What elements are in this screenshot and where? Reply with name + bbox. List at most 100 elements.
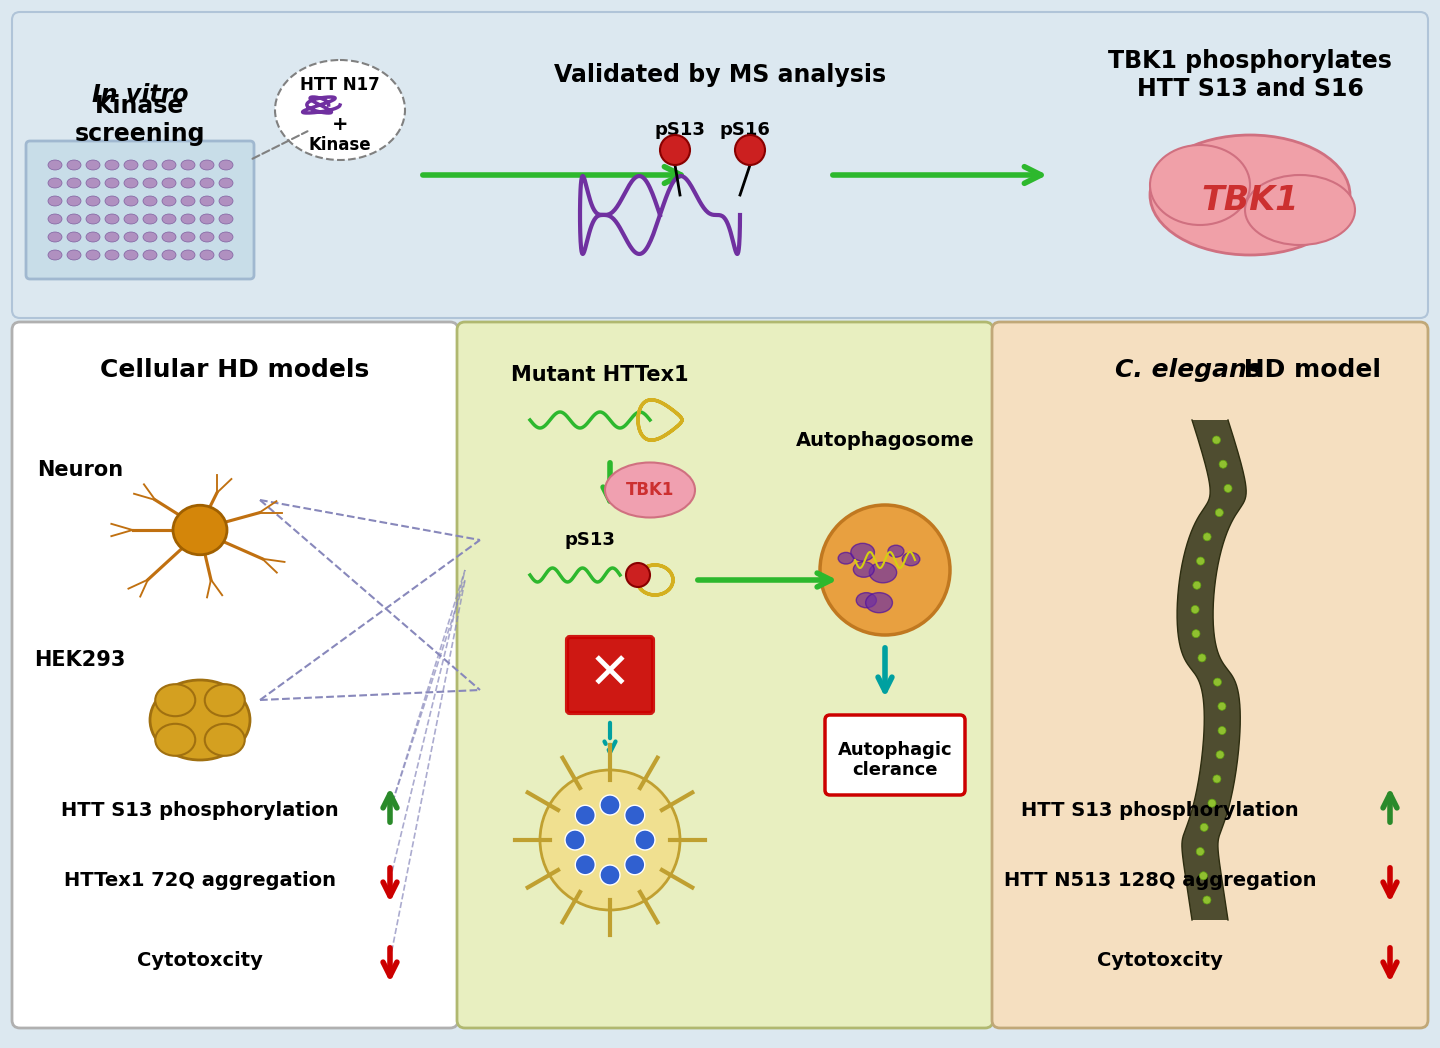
Ellipse shape: [200, 250, 215, 260]
Ellipse shape: [894, 575, 914, 591]
Ellipse shape: [48, 160, 62, 170]
Ellipse shape: [143, 232, 157, 242]
Text: pS16: pS16: [720, 121, 770, 139]
Ellipse shape: [219, 160, 233, 170]
Circle shape: [1192, 630, 1200, 637]
Ellipse shape: [68, 160, 81, 170]
Circle shape: [626, 563, 649, 587]
Circle shape: [1220, 460, 1227, 468]
Ellipse shape: [161, 160, 176, 170]
Circle shape: [1200, 824, 1208, 831]
Circle shape: [1192, 582, 1201, 589]
Ellipse shape: [219, 196, 233, 206]
Ellipse shape: [68, 232, 81, 242]
Ellipse shape: [124, 160, 138, 170]
Ellipse shape: [48, 214, 62, 224]
Circle shape: [1198, 654, 1205, 662]
Ellipse shape: [105, 160, 120, 170]
FancyBboxPatch shape: [12, 322, 458, 1028]
FancyBboxPatch shape: [992, 322, 1428, 1028]
Ellipse shape: [181, 196, 194, 206]
Text: Cytotoxcity: Cytotoxcity: [137, 951, 264, 969]
Ellipse shape: [105, 250, 120, 260]
Circle shape: [564, 830, 585, 850]
Circle shape: [575, 805, 595, 825]
Ellipse shape: [124, 196, 138, 206]
Text: HTT N513 128Q aggregation: HTT N513 128Q aggregation: [1004, 871, 1316, 890]
FancyBboxPatch shape: [567, 637, 652, 713]
Circle shape: [1197, 558, 1204, 565]
Circle shape: [1218, 702, 1225, 711]
Circle shape: [600, 865, 621, 885]
Circle shape: [575, 855, 595, 875]
Circle shape: [1215, 508, 1224, 517]
Ellipse shape: [105, 214, 120, 224]
Ellipse shape: [219, 232, 233, 242]
Ellipse shape: [143, 160, 157, 170]
Ellipse shape: [86, 178, 99, 188]
Ellipse shape: [200, 232, 215, 242]
FancyBboxPatch shape: [456, 322, 994, 1028]
Text: pS13: pS13: [655, 121, 706, 139]
Ellipse shape: [143, 214, 157, 224]
Ellipse shape: [842, 526, 864, 543]
Ellipse shape: [181, 232, 194, 242]
Circle shape: [1218, 726, 1225, 735]
Text: Cellular HD models: Cellular HD models: [101, 358, 370, 383]
Circle shape: [1202, 896, 1211, 904]
Text: Validated by MS analysis: Validated by MS analysis: [554, 63, 886, 87]
Ellipse shape: [68, 196, 81, 206]
Ellipse shape: [204, 684, 245, 716]
Ellipse shape: [1151, 135, 1351, 255]
Text: In vitro: In vitro: [92, 83, 189, 107]
Text: TBK1: TBK1: [1201, 183, 1299, 217]
Text: Kinase: Kinase: [308, 136, 372, 154]
Ellipse shape: [819, 505, 950, 635]
Text: HTT S13 phosphorylation: HTT S13 phosphorylation: [60, 801, 338, 820]
Ellipse shape: [161, 250, 176, 260]
Ellipse shape: [1151, 145, 1250, 225]
Text: Autophagic
clerance: Autophagic clerance: [838, 741, 952, 780]
Circle shape: [1215, 750, 1224, 759]
Text: Kinase
screening: Kinase screening: [75, 94, 206, 146]
Circle shape: [1212, 436, 1221, 444]
Ellipse shape: [86, 160, 99, 170]
Circle shape: [625, 855, 645, 875]
Ellipse shape: [219, 214, 233, 224]
Ellipse shape: [181, 178, 194, 188]
Ellipse shape: [105, 232, 120, 242]
Circle shape: [1208, 800, 1215, 807]
Ellipse shape: [161, 214, 176, 224]
Text: Autophagosome: Autophagosome: [796, 431, 975, 450]
Ellipse shape: [156, 684, 196, 716]
Circle shape: [625, 805, 645, 825]
Ellipse shape: [124, 214, 138, 224]
Ellipse shape: [204, 724, 245, 756]
Ellipse shape: [605, 462, 696, 518]
Ellipse shape: [143, 250, 157, 260]
Text: HTT N17: HTT N17: [300, 77, 380, 94]
Circle shape: [1191, 606, 1200, 613]
Circle shape: [1212, 774, 1221, 783]
Text: Cytotoxcity: Cytotoxcity: [1097, 951, 1223, 969]
Ellipse shape: [876, 592, 887, 601]
Ellipse shape: [852, 587, 878, 606]
Ellipse shape: [835, 533, 864, 555]
Ellipse shape: [200, 196, 215, 206]
Ellipse shape: [150, 680, 251, 760]
Circle shape: [1202, 532, 1211, 541]
Ellipse shape: [200, 178, 215, 188]
Ellipse shape: [161, 196, 176, 206]
Text: HTT S13 phosphorylation: HTT S13 phosphorylation: [1021, 801, 1299, 820]
Ellipse shape: [865, 553, 894, 575]
Ellipse shape: [181, 160, 194, 170]
Text: Neuron: Neuron: [37, 460, 122, 480]
Circle shape: [1214, 678, 1221, 686]
Ellipse shape: [86, 196, 99, 206]
Ellipse shape: [161, 178, 176, 188]
Ellipse shape: [876, 585, 891, 596]
Ellipse shape: [124, 232, 138, 242]
Ellipse shape: [124, 178, 138, 188]
Ellipse shape: [105, 178, 120, 188]
Text: HD model: HD model: [1236, 358, 1381, 383]
